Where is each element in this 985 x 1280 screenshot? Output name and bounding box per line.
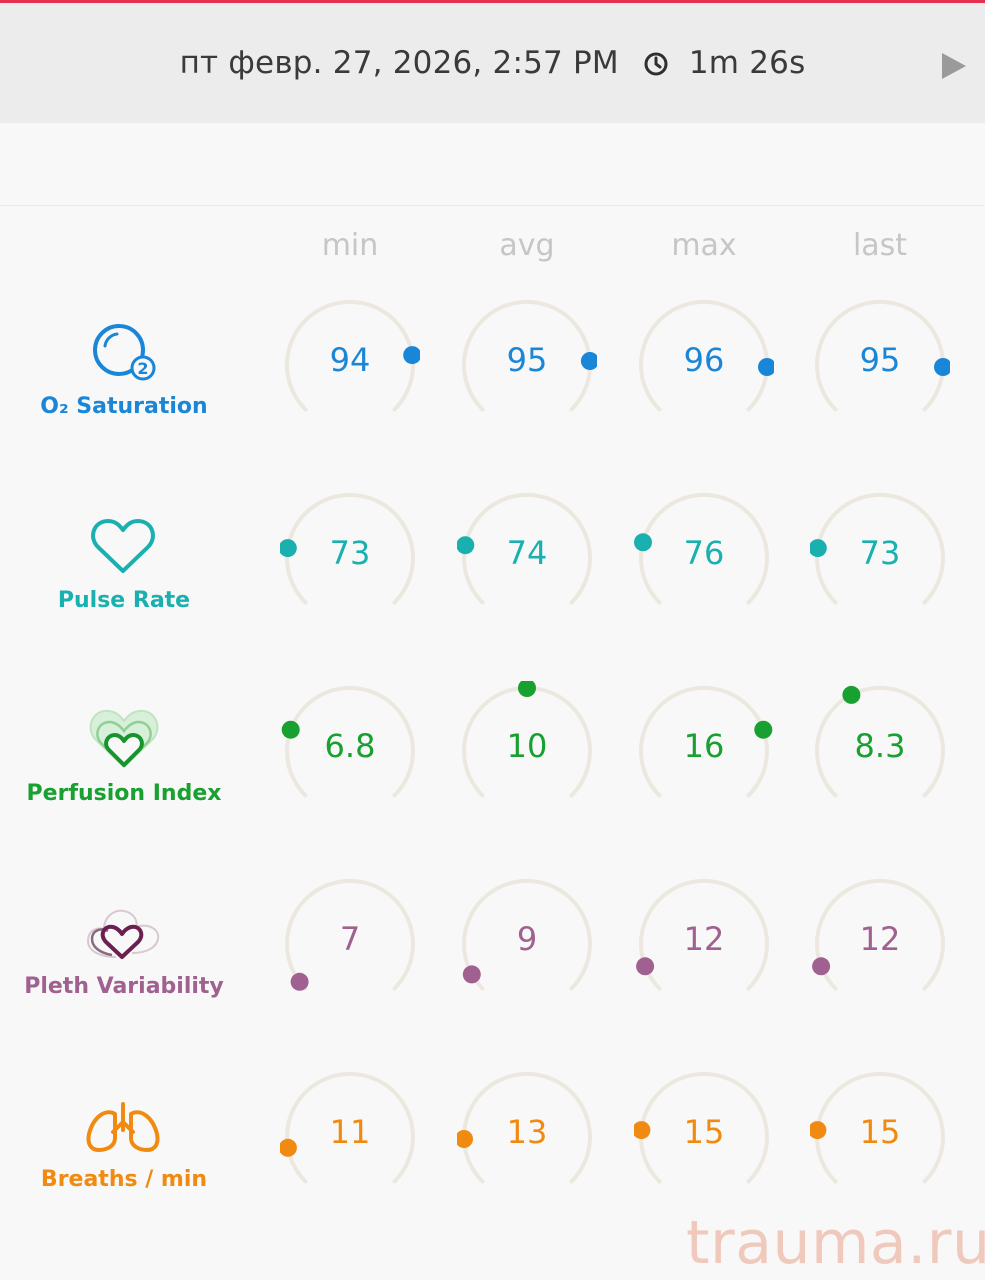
- column-header-avg: avg: [499, 228, 555, 263]
- gauge-value: 96: [683, 341, 725, 379]
- gauge-indicator-dot: [636, 957, 655, 976]
- gauge-track: [285, 492, 415, 605]
- gauge-pulse-max: 76: [634, 488, 774, 628]
- gauge-rrp-min: 11: [280, 1067, 420, 1207]
- gauge-track: [639, 492, 769, 605]
- gauge-value: 73: [329, 534, 371, 572]
- gauge-track: [285, 299, 415, 412]
- column-header-min: min: [321, 228, 379, 263]
- gauge-indicator-dot: [281, 720, 300, 739]
- gauge-indicator-dot: [758, 358, 774, 376]
- gauge-value: 94: [329, 341, 371, 379]
- gauge-value: 15: [859, 1113, 901, 1151]
- gauge-track: [639, 685, 769, 798]
- gauge-indicator-dot: [934, 358, 950, 376]
- play-button[interactable]: [940, 51, 968, 81]
- gauge-pvi-avg: 9: [457, 874, 597, 1014]
- top-accent-line: [0, 0, 985, 3]
- gauge-indicator-dot: [842, 685, 861, 704]
- gauge-indicator-dot: [634, 533, 652, 552]
- clock-icon: [641, 49, 671, 79]
- gauge-value: 95: [506, 341, 548, 379]
- o2-icon: 2: [91, 322, 157, 386]
- gauge-indicator-dot: [754, 720, 773, 739]
- gauge-track: [815, 492, 945, 605]
- gauge-value: 7: [339, 920, 361, 958]
- gauge-pulse-avg: 74: [457, 488, 597, 628]
- gauge-indicator-dot: [403, 346, 420, 365]
- heart-icon: [90, 517, 156, 579]
- gauge-track: [639, 1071, 769, 1184]
- play-icon: [942, 53, 966, 79]
- lungs-icon: [85, 1100, 161, 1158]
- metric-label-pi: Perfusion Index: [26, 781, 222, 806]
- gauge-value: 13: [506, 1113, 548, 1151]
- metric-label-pvi: Pleth Variability: [24, 974, 224, 999]
- gauge-track: [815, 878, 945, 991]
- gauge-pvi-min: 7: [280, 874, 420, 1014]
- gauge-indicator-dot: [810, 1121, 827, 1140]
- gauge-spo2-last: 95: [810, 295, 950, 435]
- gauge-pi-last: 8.3: [810, 681, 950, 821]
- gauge-indicator-dot: [810, 539, 827, 558]
- gauge-pulse-min: 73: [280, 488, 420, 628]
- gauge-indicator-dot: [462, 965, 481, 984]
- column-header-last: last: [852, 228, 908, 263]
- gauge-track: [815, 685, 945, 798]
- gauge-indicator-dot: [580, 352, 597, 370]
- gauge-value: 12: [859, 920, 901, 958]
- perfusion-heart-icon: [89, 707, 159, 775]
- gauge-value: 15: [683, 1113, 725, 1151]
- gauge-indicator-dot: [518, 681, 536, 697]
- svg-text:2: 2: [137, 359, 148, 378]
- gauge-pi-max: 16: [634, 681, 774, 821]
- gauge-spo2-avg: 95: [457, 295, 597, 435]
- gauge-indicator-dot: [634, 1121, 651, 1140]
- gauge-value: 12: [683, 920, 725, 958]
- gauge-value: 9: [516, 920, 538, 958]
- gauge-value: 10: [506, 727, 548, 765]
- gauge-value: 8.3: [854, 727, 906, 765]
- gauge-indicator-dot: [280, 539, 297, 558]
- gauge-pulse-last: 73: [810, 488, 950, 628]
- metric-label-rrp: Breaths / min: [40, 1167, 208, 1192]
- gauge-pi-min: 6.8: [280, 681, 420, 821]
- gauge-track: [639, 878, 769, 991]
- gauge-value: 76: [683, 534, 725, 572]
- gauge-track: [815, 1071, 945, 1184]
- gauge-value: 16: [683, 727, 725, 765]
- gauge-pi-avg: 10: [457, 681, 597, 821]
- column-header-max: max: [671, 228, 737, 263]
- session-datetime: пт февр. 27, 2026, 2:57 PM: [179, 45, 619, 81]
- gauge-value: 95: [859, 341, 901, 379]
- watermark: trauma.ru: [686, 1208, 985, 1278]
- session-info: пт февр. 27, 2026, 2:57 PM 1m 26s: [0, 3, 985, 123]
- session-duration: 1m 26s: [688, 45, 806, 81]
- gauge-value: 11: [329, 1113, 371, 1151]
- metric-label-spo2: O₂ Saturation: [40, 394, 208, 419]
- gauge-value: 74: [506, 534, 548, 572]
- session-header: пт февр. 27, 2026, 2:57 PM 1m 26s: [0, 3, 985, 123]
- header-divider: [0, 205, 985, 206]
- gauge-indicator-dot: [290, 972, 309, 991]
- gauge-indicator-dot: [457, 536, 475, 555]
- gauge-spo2-min: 94: [280, 295, 420, 435]
- gauge-track: [285, 878, 415, 991]
- gauge-pvi-last: 12: [810, 874, 950, 1014]
- gauge-rrp-max: 15: [634, 1067, 774, 1207]
- gauge-track: [462, 878, 592, 991]
- gauge-indicator-dot: [280, 1138, 297, 1157]
- gauge-track: [285, 685, 415, 798]
- pleth-heart-icon: [86, 905, 162, 965]
- gauge-indicator-dot: [457, 1130, 473, 1148]
- gauge-rrp-avg: 13: [457, 1067, 597, 1207]
- metric-label-pulse: Pulse Rate: [57, 588, 191, 613]
- gauge-spo2-max: 96: [634, 295, 774, 435]
- gauge-rrp-last: 15: [810, 1067, 950, 1207]
- gauge-value: 73: [859, 534, 901, 572]
- gauge-indicator-dot: [812, 957, 831, 976]
- gauge-pvi-max: 12: [634, 874, 774, 1014]
- gauge-value: 6.8: [324, 727, 376, 765]
- gauge-track: [462, 492, 592, 605]
